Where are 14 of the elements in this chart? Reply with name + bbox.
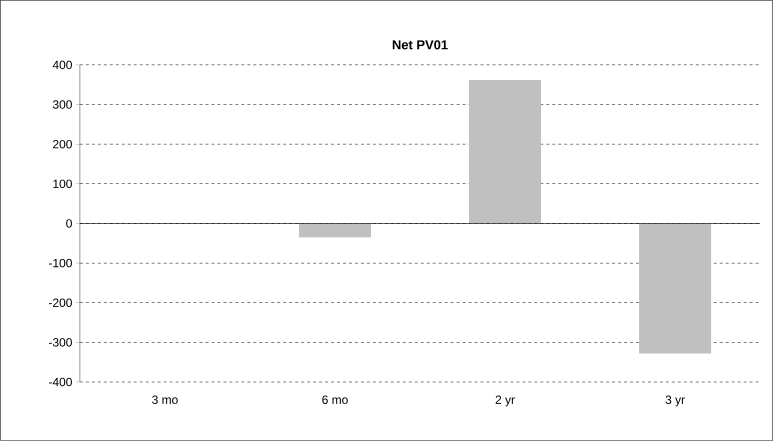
y-tick-label: -100 bbox=[49, 258, 72, 268]
y-tick-label: -200 bbox=[49, 298, 72, 307]
y-tick-label: -300 bbox=[49, 338, 72, 347]
y-tick-label: 200 bbox=[53, 140, 72, 148]
y-tick-label: 0 bbox=[66, 219, 72, 228]
x-tick-label: 3 yr bbox=[666, 396, 685, 406]
y-tick-label: -400 bbox=[49, 378, 72, 386]
x-tick-label: 2 yr bbox=[496, 396, 515, 406]
x-tick-label: 6 mo bbox=[322, 396, 348, 404]
x-tick-label: 3 mo bbox=[152, 396, 178, 404]
chart-title: Net PV01 bbox=[392, 40, 448, 50]
y-tick-label: 300 bbox=[52, 100, 72, 109]
y-tick-label: 100 bbox=[53, 180, 72, 188]
y-tick-label: 400 bbox=[52, 60, 72, 70]
